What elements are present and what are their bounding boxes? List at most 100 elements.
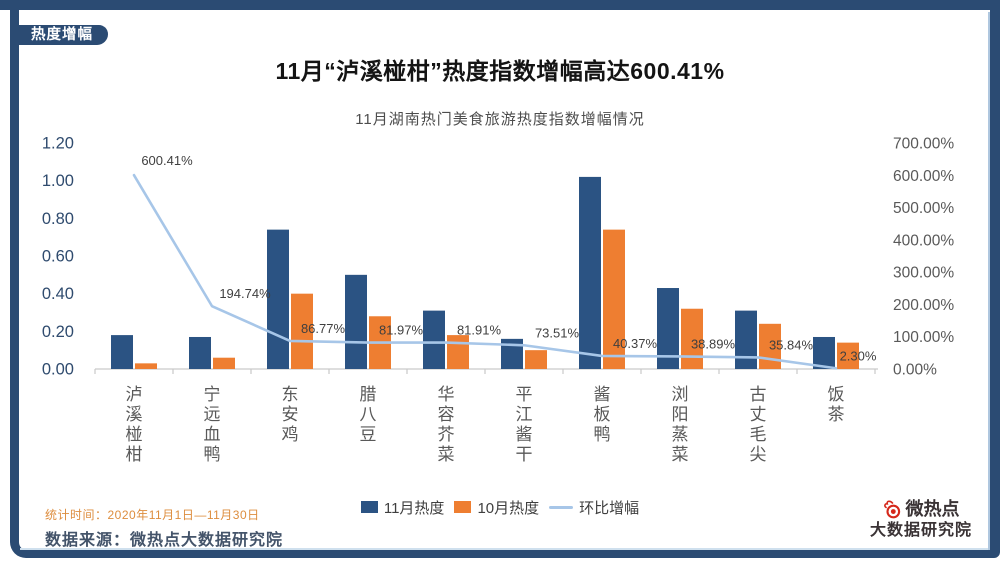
y-left-tick-3: 0.60 (42, 248, 74, 266)
growth-label-9: 2.30% (840, 348, 877, 363)
x-label-7-char-0: 浏 (672, 385, 689, 404)
x-label-4-char-0: 华 (438, 385, 455, 404)
x-label-0-char-0: 泸 (126, 385, 143, 404)
y-right-tick-3: 300.00% (893, 265, 954, 282)
y-right-tick-0: 0.00% (893, 362, 937, 379)
y-left-tick-5: 1.00 (42, 172, 74, 190)
x-label-1-char-0: 宁 (204, 385, 221, 404)
bar-nov-7 (657, 288, 679, 369)
x-label-3-char-1: 八 (360, 405, 377, 424)
page-title: 11月“泸溪椪柑”热度指数增幅高达600.41% (275, 58, 725, 84)
x-label-9-char-0: 饭 (828, 385, 845, 404)
footer-meta: 统计时间：2020年11月1日—11月30日 数据来源：微热点大数据研究院 (45, 506, 283, 550)
growth-label-5: 73.51% (535, 325, 580, 340)
x-label-5-char-2: 酱 (516, 425, 533, 444)
x-label-4-char-1: 容 (438, 405, 455, 424)
x-label-1-char-1: 远 (204, 405, 221, 424)
y-left-tick-6: 1.20 (42, 135, 74, 153)
weibo-eye-icon (882, 499, 903, 520)
bar-nov-3 (345, 274, 367, 369)
bar-nov-1 (189, 336, 211, 369)
page-frame (10, 0, 1000, 558)
y-left-tick-1: 0.20 (42, 323, 74, 341)
legend-item-nov: 11月热度 (360, 497, 445, 518)
bar-oct-9 (837, 342, 859, 369)
x-label-5-char-3: 干 (516, 445, 533, 464)
x-label-6-char-2: 鸭 (594, 425, 611, 444)
bar-oct-4 (447, 335, 469, 369)
x-label-5-char-1: 江 (516, 405, 533, 424)
x-label-4-char-2: 芥 (438, 425, 455, 444)
bar-nov-6 (579, 176, 601, 369)
x-label-3-char-2: 豆 (360, 425, 377, 444)
chart-subtitle: 11月湖南热门美食旅游热度指数增幅情况 (355, 111, 645, 128)
x-label-4-char-3: 菜 (438, 445, 455, 464)
legend-swatch-oct (454, 501, 472, 513)
x-label-2-char-0: 东 (282, 385, 299, 404)
growth-label-1: 194.74% (219, 286, 271, 301)
x-label-3-char-0: 腊 (360, 385, 377, 404)
x-label-8-char-0: 古 (750, 385, 767, 404)
section-badge-label: 热度增幅 (31, 27, 93, 43)
x-label-7-char-1: 阳 (672, 405, 689, 424)
x-label-8-char-1: 丈 (750, 405, 767, 424)
legend-label-growth: 环比增幅 (579, 499, 640, 517)
y-left-tick-2: 0.40 (42, 285, 74, 303)
data-source-text: 数据来源：微热点大数据研究院 (45, 532, 284, 549)
brand-logo: 微热点 大数据研究院 (870, 498, 972, 541)
growth-line (132, 173, 838, 370)
frame-inner-highlight-right (988, 12, 990, 550)
x-label-7-char-2: 蒸 (672, 425, 689, 444)
y-right-tick-6: 600.00% (893, 168, 954, 185)
x-label-8-char-2: 毛 (750, 425, 767, 444)
x-label-6-char-1: 板 (594, 405, 611, 424)
y-right-tick-2: 200.00% (893, 297, 954, 314)
x-label-5-char-0: 平 (516, 385, 533, 404)
legend-label-oct: 10月热度 (477, 499, 540, 517)
growth-label-7: 38.89% (691, 336, 736, 351)
bar-oct-0 (135, 363, 157, 369)
x-label-2-char-1: 安 (282, 405, 299, 424)
frame-top-corner (0, 0, 14, 10)
x-label-7-char-3: 菜 (672, 445, 689, 464)
legend-item-growth: 环比增幅 (549, 497, 639, 518)
bar-oct-7 (681, 308, 703, 369)
stat-time-text: 统计时间：2020年11月1日—11月30日 (45, 508, 260, 522)
y-right-tick-7: 700.00% (893, 136, 954, 153)
bar-nov-0 (111, 335, 133, 369)
brand-subname: 大数据研究院 (869, 521, 972, 539)
x-label-0-char-3: 柑 (126, 445, 143, 464)
x-label-0-char-1: 溪 (126, 405, 143, 424)
growth-label-8: 35.84% (769, 337, 814, 352)
growth-label-3: 81.97% (379, 323, 424, 338)
growth-label-4: 81.91% (457, 323, 502, 338)
bar-oct-5 (525, 350, 547, 369)
bar-nov-8 (735, 310, 757, 369)
bar-oct-6 (603, 229, 625, 369)
bar-nov-4 (423, 310, 445, 369)
chart-legend: 11月热度 10月热度 环比增幅 (0, 497, 1000, 517)
brand-name: 微热点 (905, 499, 960, 519)
legend-label-nov: 11月热度 (383, 499, 445, 517)
x-label-2-char-2: 鸡 (282, 425, 299, 444)
growth-label-0: 600.41% (141, 153, 193, 168)
y-left-tick-4: 0.80 (42, 210, 74, 228)
y-right-tick-4: 400.00% (893, 232, 954, 249)
bar-oct-1 (213, 357, 235, 369)
x-label-8-char-3: 尖 (750, 445, 767, 464)
bar-nov-5 (501, 338, 523, 369)
bar-nov-9 (813, 336, 835, 369)
bar-oct-2 (291, 293, 313, 369)
growth-label-6: 40.37% (613, 336, 658, 351)
x-label-1-char-3: 鸭 (204, 445, 221, 464)
y-left-tick-0: 0.00 (42, 361, 74, 379)
x-label-1-char-2: 血 (204, 425, 221, 444)
section-badge: 热度增幅 (19, 25, 108, 45)
x-label-9-char-1: 茶 (828, 405, 845, 424)
frame-inner-highlight-bottom (20, 548, 988, 550)
x-label-0-char-2: 椪 (126, 425, 143, 444)
y-right-tick-1: 100.00% (893, 329, 954, 346)
x-label-6-char-0: 酱 (594, 385, 611, 404)
y-right-tick-5: 500.00% (893, 200, 954, 217)
